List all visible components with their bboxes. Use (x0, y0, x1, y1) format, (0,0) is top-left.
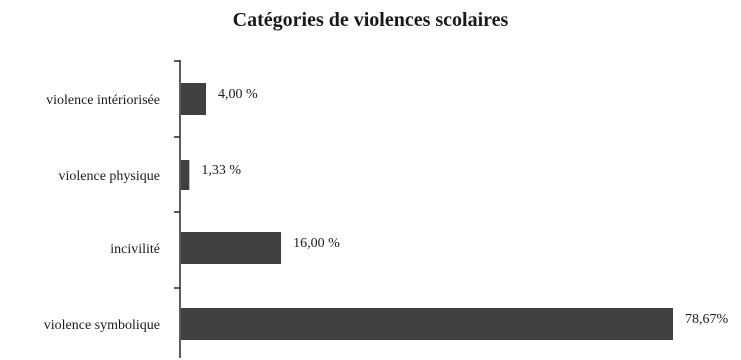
category-label: violence intériorisée (46, 93, 160, 108)
labels-layer: violence intériorisée 4,00 % violence phys… (44, 87, 729, 333)
axis-layer (174, 60, 181, 358)
bar-1 (181, 83, 207, 115)
bar-3 (181, 232, 282, 264)
bars-layer (181, 83, 673, 340)
category-label: violence physique (59, 169, 160, 184)
category-label: incivilité (110, 242, 160, 257)
data-label: 16,00 % (293, 236, 340, 251)
data-label: 4,00 % (218, 87, 258, 102)
data-label: 78,67% (685, 312, 729, 327)
data-label: 1,33 % (201, 163, 241, 178)
chart-title: Catégories de violences scolaires (232, 9, 509, 31)
category-label: violence symbolique (44, 318, 160, 333)
bar-2 (181, 160, 190, 190)
bar-4 (181, 308, 673, 340)
